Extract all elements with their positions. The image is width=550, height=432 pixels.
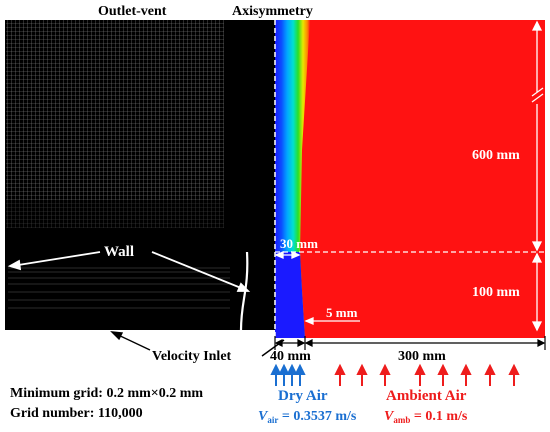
dim-300-label: 300 mm xyxy=(398,349,446,364)
dim-40-label: 40 mm xyxy=(270,349,311,364)
mesh-domain xyxy=(5,20,275,330)
wall-pointers xyxy=(7,251,251,292)
velocity-inlet-label: Velocity Inlet xyxy=(152,349,232,364)
contour-field xyxy=(275,20,545,338)
right-dimension xyxy=(531,20,544,332)
dry-air-label: Dry Air xyxy=(278,388,328,404)
grid-number-label: Grid number: 110,000 xyxy=(10,406,143,421)
min-grid-label: Minimum grid: 0.2 mm×0.2 mm xyxy=(10,386,203,401)
ambient-air-label: Ambient Air xyxy=(386,388,467,404)
dim-30-label: 30 mm xyxy=(280,236,318,251)
dim-30-arrow xyxy=(274,251,301,259)
dim-5-label: 5 mm xyxy=(326,305,358,320)
v-air-equation: Vair = 0.3537 m/s xyxy=(258,409,357,425)
axisymmetry-label: Axisymmetry xyxy=(232,4,313,19)
outlet-vent-label: Outlet-vent xyxy=(98,4,167,19)
ambient-air-arrows xyxy=(334,363,520,386)
dim-600-label: 600 mm xyxy=(472,148,520,163)
v-amb-equation: Vamb = 0.1 m/s xyxy=(384,409,468,425)
velocity-inlet-pointers xyxy=(110,331,285,357)
wall-label: Wall xyxy=(104,244,134,260)
dim-100-label: 100 mm xyxy=(472,285,520,300)
dim-5-arrow xyxy=(304,317,360,325)
wall-curve-left xyxy=(239,251,249,331)
dry-air-arrows xyxy=(270,363,306,386)
bottom-dimension xyxy=(274,336,546,350)
